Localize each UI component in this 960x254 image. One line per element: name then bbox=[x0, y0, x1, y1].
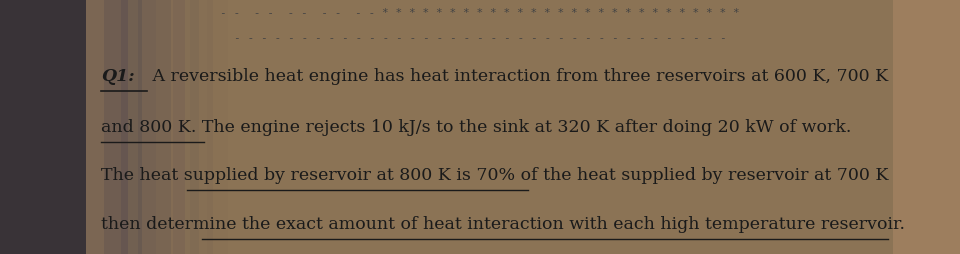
Text: A reversible heat engine has heat interaction from three reservoirs at 600 K, 70: A reversible heat engine has heat intera… bbox=[147, 68, 888, 85]
Text: The heat supplied by reservoir at 800 K is 70% of the heat supplied by reservoir: The heat supplied by reservoir at 800 K … bbox=[101, 167, 888, 184]
Bar bbox=[893, 0, 960, 254]
Text: Q1:: Q1: bbox=[101, 68, 134, 85]
Bar bbox=[190, 0, 213, 254]
Bar bbox=[156, 0, 184, 254]
Bar bbox=[0, 0, 86, 254]
Bar bbox=[207, 0, 228, 254]
Bar bbox=[104, 0, 142, 254]
Text: and 800 K. The engine rejects 10 kJ/s to the sink at 320 K after doing 20 kW of : and 800 K. The engine rejects 10 kJ/s to… bbox=[101, 119, 852, 135]
Text: then determine the exact amount of heat interaction with each high temperature r: then determine the exact amount of heat … bbox=[101, 215, 904, 232]
Text: - - - - - - - - - - - - - - - - - - - - - - - - - - - - - - - - - - - - -: - - - - - - - - - - - - - - - - - - - - … bbox=[233, 33, 727, 43]
Bar bbox=[86, 0, 128, 254]
Bar bbox=[138, 0, 171, 254]
Bar bbox=[121, 0, 156, 254]
Text: - -  - -  - -  - -  - - * * * * * * * * * * * * * * * * * * * * * * * * * * *: - - - - - - - - - - * * * * * * * * * * … bbox=[220, 8, 740, 18]
Bar bbox=[173, 0, 199, 254]
